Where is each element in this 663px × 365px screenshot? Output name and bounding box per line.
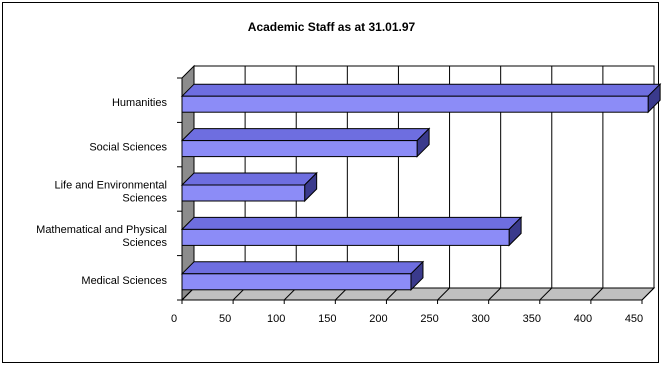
floor-tick bbox=[539, 287, 553, 301]
category-label: Medical Sciences bbox=[81, 275, 167, 287]
floor-tick bbox=[488, 287, 502, 301]
category-label: Life and Environmental Sciences bbox=[54, 180, 167, 205]
floor-tick bbox=[641, 287, 655, 301]
bar-top-face bbox=[180, 216, 523, 230]
x-tick-label: 250 bbox=[420, 313, 438, 325]
x-tick-label: 400 bbox=[574, 313, 592, 325]
bar bbox=[181, 273, 412, 291]
category-label: Humanities bbox=[112, 97, 168, 109]
x-tick-label: 200 bbox=[369, 313, 387, 325]
category-label: Social Sciences bbox=[89, 142, 167, 154]
bar-top-face bbox=[180, 172, 318, 186]
x-tick-label: 0 bbox=[171, 313, 177, 325]
chart-title: Academic Staff as at 31.01.97 bbox=[247, 20, 416, 34]
x-tick-label: 450 bbox=[625, 313, 643, 325]
bar bbox=[181, 95, 649, 113]
bar-top-face bbox=[180, 83, 662, 97]
x-tick-label: 150 bbox=[318, 313, 336, 325]
bar bbox=[181, 184, 306, 202]
bar bbox=[181, 140, 418, 158]
x-tick-label: 50 bbox=[219, 313, 231, 325]
floor-tick bbox=[437, 287, 450, 301]
bar bbox=[181, 228, 510, 246]
floor-tick bbox=[590, 287, 604, 301]
category-label: Mathematical and Physical Sciences bbox=[36, 224, 167, 249]
x-tick-label: 300 bbox=[471, 313, 489, 325]
bar-top-face bbox=[180, 128, 431, 142]
bar-top-face bbox=[180, 261, 425, 275]
x-tick-label: 100 bbox=[267, 313, 285, 325]
x-tick-label: 350 bbox=[523, 313, 541, 325]
